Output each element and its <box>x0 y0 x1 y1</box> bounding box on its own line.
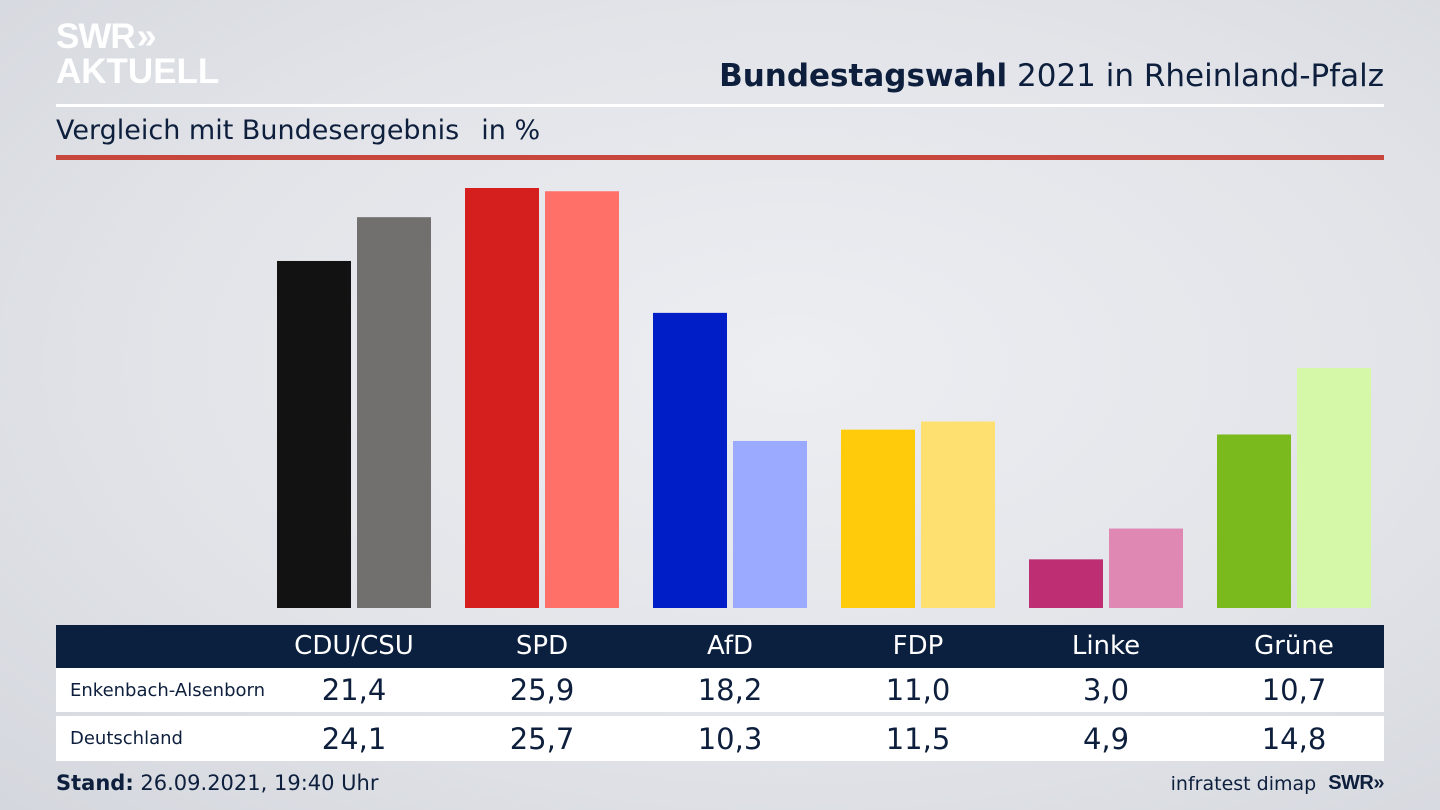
bar-grüne-national <box>1297 368 1371 608</box>
bar-grüne-local <box>1217 434 1291 608</box>
title-rest: 2021 in Rheinland-Pfalz <box>1007 58 1384 94</box>
row-label: Deutschland <box>70 728 183 749</box>
title-bold: Bundestagswahl <box>719 58 1008 94</box>
value-cell: 25,7 <box>509 721 575 756</box>
timestamp: Stand: 26.09.2021, 19:40 Uhr <box>56 771 379 795</box>
value-cell: 18,2 <box>697 673 763 707</box>
party-label: Linke <box>1071 631 1141 661</box>
stand-label: Stand: <box>56 771 134 795</box>
bar-afd-local <box>653 312 727 608</box>
value-cell: 4,9 <box>1082 721 1130 756</box>
chart-subtitle: Vergleich mit Bundesergebnis in % <box>56 115 540 146</box>
accent-rule <box>56 155 1384 160</box>
stand-value: 26.09.2021, 19:40 Uhr <box>133 771 379 795</box>
swr-aktuell-logo: SWR» AKTUELL <box>56 16 220 91</box>
party-label: Grüne <box>1254 631 1334 661</box>
value-cell: 25,9 <box>509 673 575 707</box>
party-label: AfD <box>706 631 754 661</box>
table-row: Deutschland 24,1 25,7 10,3 11,5 4,9 14,8 <box>56 716 1384 761</box>
header-divider <box>56 104 1384 107</box>
value-cell: 11,0 <box>885 673 951 707</box>
bar-fdp-national <box>921 421 995 608</box>
value-cell: 21,4 <box>321 673 387 707</box>
source-credit: infratest dimap SWR» <box>1170 772 1385 795</box>
bar-fdp-local <box>841 429 915 608</box>
value-cell: 10,7 <box>1261 673 1327 707</box>
bar-afd-national <box>733 440 807 608</box>
unit-label: in % <box>481 115 541 146</box>
value-cell: 10,3 <box>697 721 763 756</box>
bar-linke-local <box>1029 559 1103 608</box>
value-cell: 24,1 <box>321 721 387 756</box>
subtitle-text: Vergleich mit Bundesergebnis <box>56 115 460 146</box>
logo-swr-text: SWR <box>56 16 136 56</box>
logo-aktuell-text: AKTUELL <box>56 52 220 91</box>
bar-spd-national <box>545 191 619 609</box>
value-cell: 14,8 <box>1261 721 1327 756</box>
bar-cdu-csu-national <box>357 217 431 608</box>
bar-cdu-csu-local <box>277 260 351 608</box>
source-text: infratest dimap <box>1170 772 1317 795</box>
party-label: FDP <box>892 631 944 661</box>
bar-spd-local <box>465 188 539 608</box>
party-label: SPD <box>515 631 569 661</box>
row-label: Enkenbach-Alsenborn <box>70 679 266 701</box>
value-cell: 3,0 <box>1082 673 1130 707</box>
swr-logo-small: SWR» <box>1328 772 1384 794</box>
table-row: Enkenbach-Alsenborn 21,4 25,9 18,2 11,0 3,0 1… <box>56 668 1384 712</box>
page-title: Bundestagswahl 2021 in Rheinland-Pfalz <box>719 58 1384 94</box>
results-table: CDU/CSU SPD AfD FDP Linke Grüne Enkenbach-Als… <box>56 625 1384 761</box>
bar-linke-national <box>1109 528 1183 608</box>
party-label: CDU/CSU <box>294 631 414 661</box>
table-header: CDU/CSU SPD AfD FDP Linke Grüne <box>56 625 1384 668</box>
value-cell: 11,5 <box>885 721 951 756</box>
